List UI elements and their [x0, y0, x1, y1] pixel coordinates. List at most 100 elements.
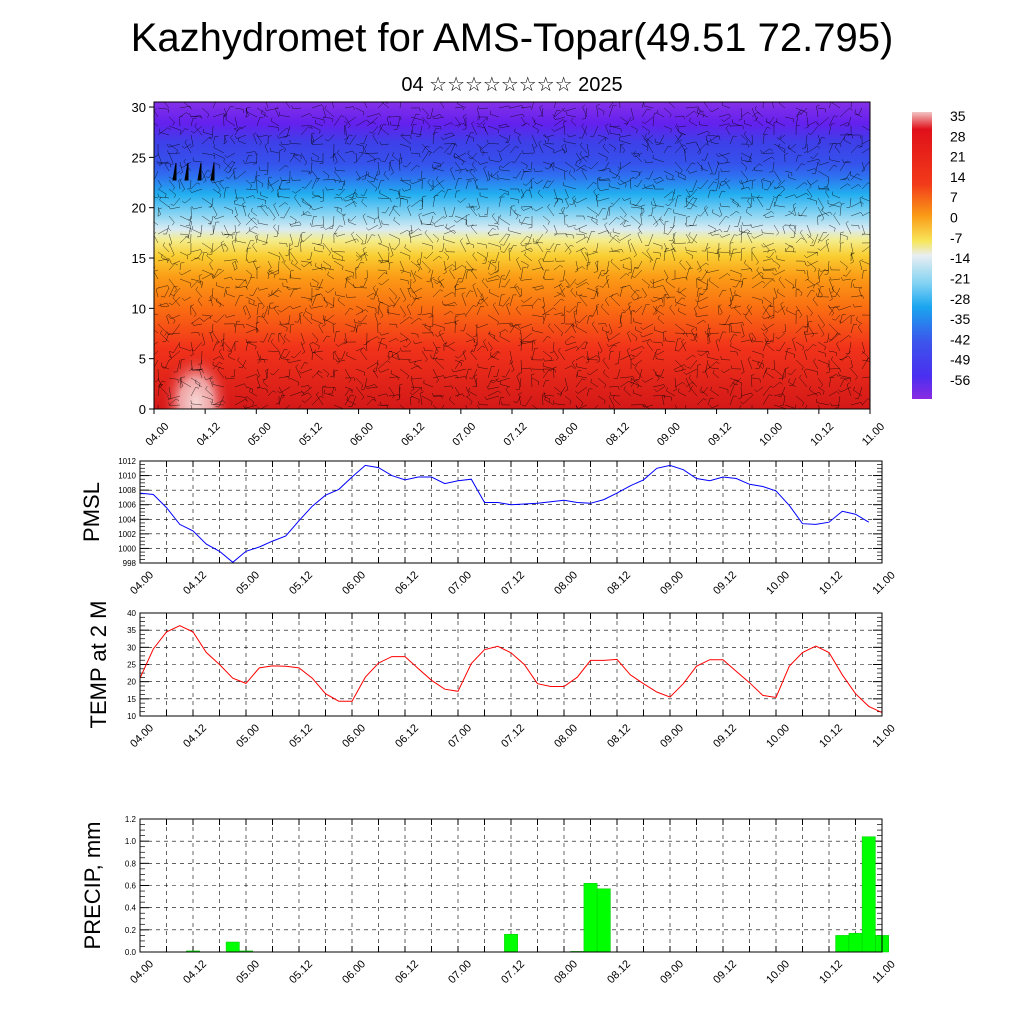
x-tick-label: 04.12: [181, 569, 209, 597]
precip-bar: [848, 932, 863, 953]
y-tick-label: 0.2: [125, 926, 137, 935]
precip-bar: [583, 883, 598, 953]
y-tick-label: 1012: [118, 457, 136, 466]
x-tick-label: 09.12: [711, 569, 739, 597]
y-tick-label: 0.8: [125, 859, 137, 868]
plot-frame: [139, 460, 883, 564]
x-tick-label: 10.00: [764, 569, 792, 597]
precip-bar: [504, 934, 518, 953]
y-tick-label: 1006: [118, 501, 136, 510]
x-tick-label: 08.12: [605, 722, 633, 750]
y-tick-label: 998: [123, 559, 137, 568]
y-tick-label: 0.4: [125, 904, 137, 913]
precip-bar: [861, 836, 876, 953]
temp-panel: 10 15 20 25 30 35 40 04.00 04.12 05.00 05.12 06.00 0…: [86, 601, 898, 751]
x-tick-label: 09.00: [658, 958, 686, 986]
x-tick-label: 04.00: [128, 569, 156, 597]
y-tick-label: 1008: [118, 486, 136, 495]
colorbar-label: -28: [950, 291, 970, 307]
x-tick-label: 06.00: [340, 569, 368, 597]
y-axis-label: PMSL: [79, 482, 104, 542]
precip-panel: 0.0 0.2 0.4 0.6 0.8 1.0 1.2 04.00 04.12 05.00 05.1…: [80, 815, 898, 986]
x-tick-label: 11.00: [870, 722, 897, 749]
precip-bar: [596, 888, 611, 953]
cs-x-tick-label: 06.12: [399, 421, 427, 449]
x-tick-label: 04.12: [181, 722, 209, 750]
x-tick-label: 05.00: [234, 958, 262, 986]
x-tick-label: 09.00: [658, 722, 686, 750]
plot-frame: [139, 612, 883, 717]
colorbar-label: -14: [950, 250, 970, 266]
x-tick-label: 07.12: [499, 569, 527, 597]
x-tick-label: 09.00: [658, 569, 686, 597]
x-tick-label: 10.00: [764, 722, 792, 750]
x-tick-label: 07.00: [446, 958, 474, 986]
cs-x-tick-label: 07.00: [450, 421, 478, 449]
wind-barbs: [154, 102, 870, 409]
cs-x-tick-label: 10.00: [757, 421, 785, 449]
y-tick-label: 15: [127, 695, 136, 704]
x-tick-label: 06.00: [340, 958, 368, 986]
y-tick-label: 1002: [118, 530, 136, 539]
x-tick-label: 06.12: [393, 722, 421, 750]
colorbar-label: 7: [950, 189, 958, 205]
cs-y-tick-label: 30: [132, 100, 146, 115]
cs-x-tick-label: 09.00: [655, 421, 683, 449]
y-tick-label: 40: [127, 609, 136, 618]
colorbar-label: 21: [950, 149, 966, 165]
cs-y-tick-label: 10: [132, 301, 146, 316]
x-tick-label: 08.12: [605, 958, 633, 986]
x-tick-label: 04.00: [128, 722, 156, 750]
y-tick-label: 1.0: [125, 837, 137, 846]
x-tick-label: 09.12: [711, 958, 739, 986]
x-tick-label: 04.12: [181, 958, 209, 986]
cs-x-tick-label: 07.12: [502, 421, 530, 449]
colorbar-label: -35: [950, 311, 970, 327]
colorbar: 35 28 21 14 7 0 -7 -14 -21 -28 -35 -42 -49 -56: [912, 108, 970, 399]
x-tick-label: 10.12: [817, 958, 845, 986]
x-tick-label: 06.12: [393, 569, 421, 597]
series-line: [139, 625, 883, 714]
y-tick-label: 0.6: [125, 882, 137, 891]
y-axis-label: PRECIP, mm: [80, 822, 105, 950]
cs-y-tick-label: 15: [132, 251, 146, 266]
x-tick-label: 07.00: [446, 722, 474, 750]
colorbar-label: 14: [950, 169, 966, 185]
cross-section-x-axis: 04.00 04.12 05.00 05.12 06.00 06.12 07.00 07.12…: [144, 409, 887, 449]
y-tick-label: 20: [127, 678, 136, 687]
x-tick-label: 06.00: [340, 722, 368, 750]
series-line: [139, 464, 870, 563]
cross-section-y-axis: 0 5 10 15 20 25 30: [132, 100, 154, 417]
y-tick-label: 25: [127, 661, 136, 670]
x-tick-label: 04.00: [128, 958, 156, 986]
colorbar-label: -56: [950, 372, 970, 388]
precip-bar: [225, 941, 240, 953]
x-tick-label: 07.12: [499, 958, 527, 986]
x-tick-label: 06.12: [393, 958, 421, 986]
colorbar-label: -42: [950, 331, 970, 347]
x-tick-label: 09.12: [711, 722, 739, 750]
x-tick-label: 10.00: [764, 958, 792, 986]
x-tick-label: 08.00: [552, 722, 580, 750]
y-tick-label: 10: [127, 712, 136, 721]
x-tick-label: 11.00: [870, 569, 897, 596]
x-tick-label: 05.00: [234, 722, 262, 750]
chart-subtitle: 04 ☆☆☆☆☆☆☆☆ 2025: [401, 74, 623, 96]
y-tick-label: 35: [127, 626, 136, 635]
x-tick-label: 10.12: [817, 569, 845, 597]
cs-x-tick-label: 05.12: [297, 421, 325, 449]
warm-core: [160, 340, 232, 409]
colorbar-label: 0: [950, 210, 958, 226]
colorbar-label: -21: [950, 270, 970, 286]
cs-x-tick-label: 09.12: [706, 421, 734, 449]
x-tick-label: 08.00: [552, 958, 580, 986]
colorbar-label: 35: [950, 108, 966, 124]
colorbar-label: -49: [950, 352, 970, 368]
x-tick-label: 11.00: [870, 958, 897, 985]
cross-section-field: [154, 102, 870, 409]
colorbar-label: -7: [950, 230, 963, 246]
cs-y-tick-label: 5: [139, 352, 146, 367]
y-axis-label: TEMP at 2 M: [86, 601, 111, 729]
cs-x-tick-label: 11.00: [860, 421, 887, 448]
x-tick-label: 08.00: [552, 569, 580, 597]
